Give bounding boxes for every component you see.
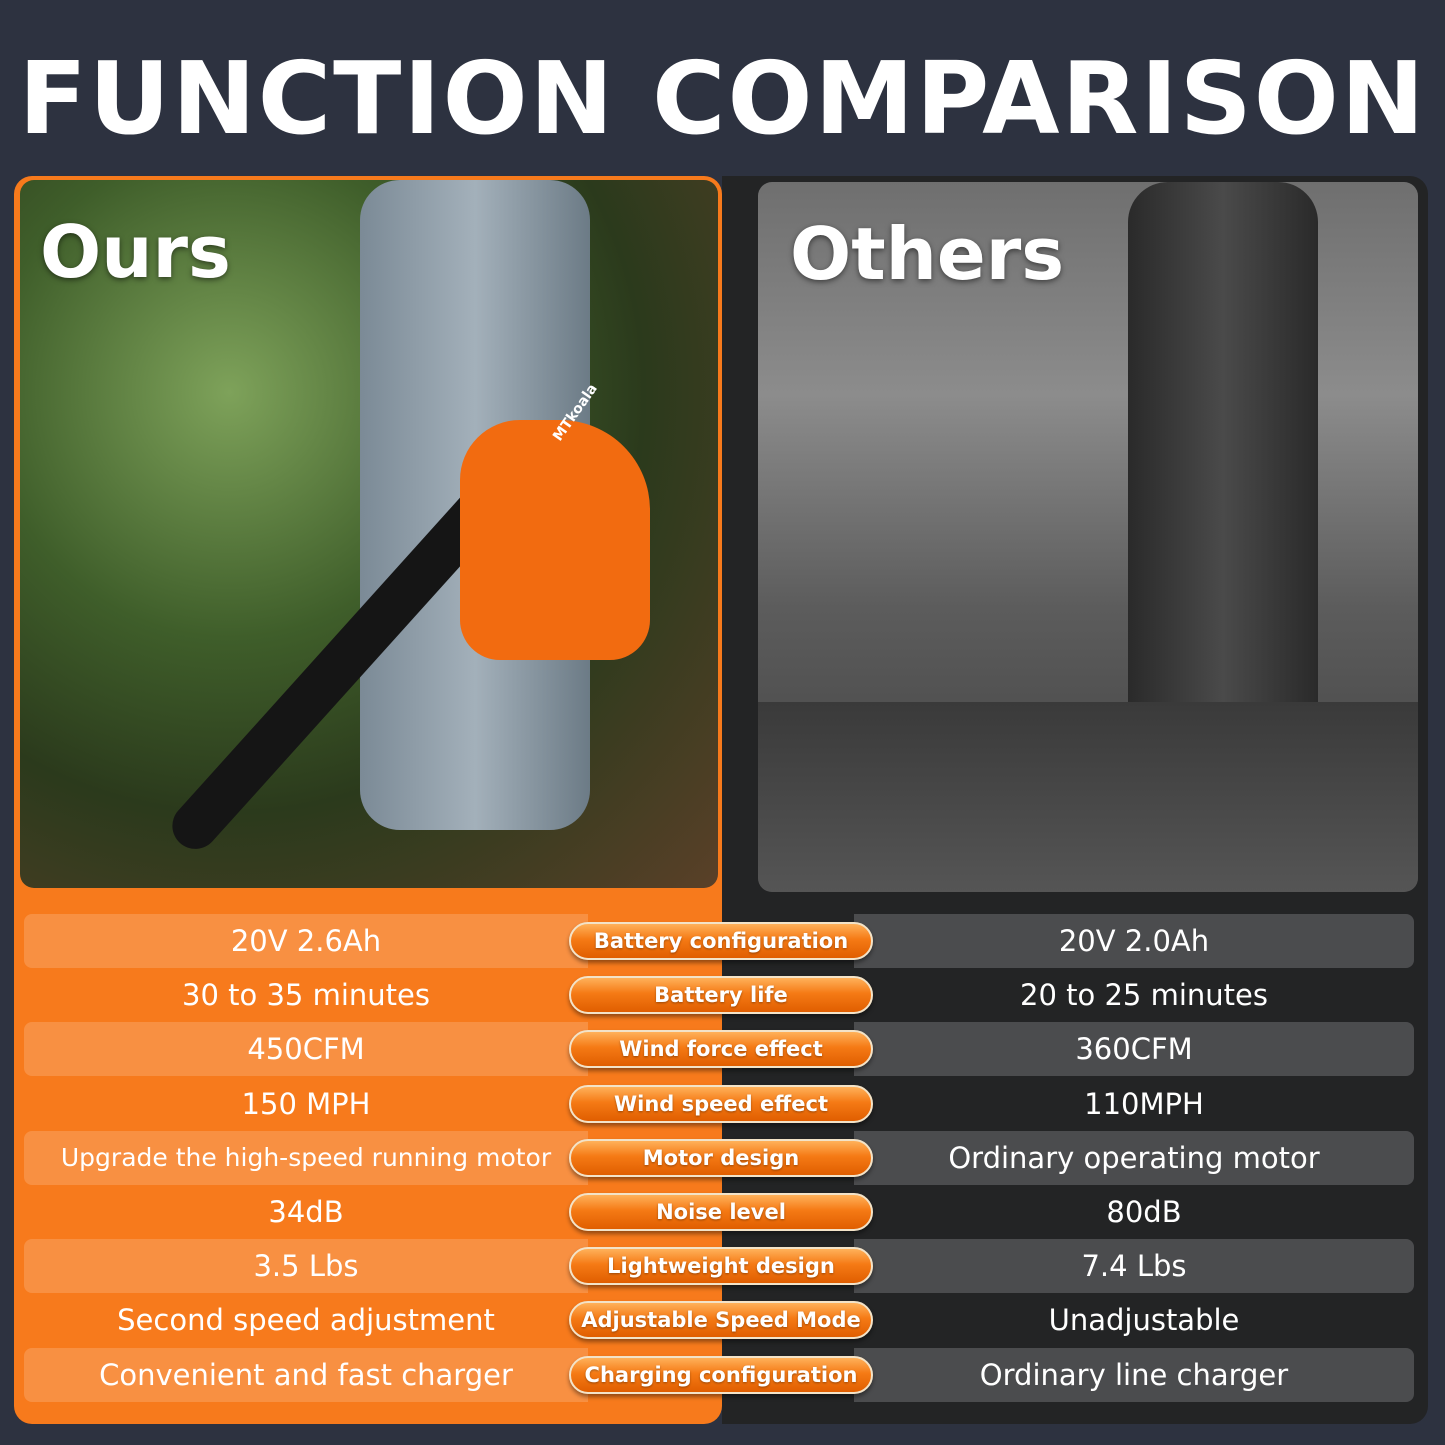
- ours-value: 34dB: [268, 1194, 344, 1229]
- table-row: 34dB 80dB Noise level: [24, 1185, 1414, 1239]
- feature-label: Wind force effect: [569, 1030, 873, 1069]
- table-row: Upgrade the high-speed running motor Ord…: [24, 1130, 1414, 1185]
- page-title: FUNCTION COMPARISON: [18, 40, 1427, 157]
- ours-value: 450CFM: [24, 1022, 588, 1077]
- feature-label: Lightweight design: [569, 1247, 873, 1286]
- ours-value: Convenient and fast charger: [24, 1347, 588, 1402]
- blower-body: [460, 420, 650, 660]
- feature-label: Motor design: [569, 1138, 873, 1177]
- table-row: Second speed adjustment Unadjustable Adj…: [24, 1293, 1414, 1347]
- feature-label: Charging configuration: [569, 1355, 873, 1394]
- comparison-table: 20V 2.6Ah 20V 2.0Ah Battery configuratio…: [24, 914, 1414, 1402]
- others-value: 20 to 25 minutes: [1020, 978, 1268, 1013]
- ours-value: 20V 2.6Ah: [24, 914, 588, 968]
- feature-label: Noise level: [569, 1192, 873, 1231]
- feature-label: Battery life: [569, 976, 873, 1015]
- table-row: 3.5 Lbs 7.4 Lbs Lightweight design: [24, 1239, 1414, 1294]
- table-row: 450CFM 360CFM Wind force effect: [24, 1022, 1414, 1077]
- feature-label: Adjustable Speed Mode: [569, 1301, 873, 1340]
- others-value: 110MPH: [1084, 1086, 1204, 1121]
- ours-value: Upgrade the high-speed running motor: [24, 1130, 588, 1185]
- ours-value: 30 to 35 minutes: [182, 978, 430, 1013]
- others-label: Others: [790, 212, 1065, 296]
- others-value: 7.4 Lbs: [854, 1239, 1414, 1294]
- table-row: Convenient and fast charger Ordinary lin…: [24, 1347, 1414, 1402]
- ours-value: 150 MPH: [241, 1086, 371, 1121]
- ours-product-photo: MTkoala Ours: [20, 180, 718, 888]
- feature-label: Battery configuration: [569, 922, 873, 960]
- others-value: 360CFM: [854, 1022, 1414, 1077]
- leaves-ground: [758, 702, 1418, 892]
- others-product-photo: Others: [758, 182, 1418, 892]
- others-value: 20V 2.0Ah: [854, 914, 1414, 968]
- table-row: 150 MPH 110MPH Wind speed effect: [24, 1077, 1414, 1131]
- table-row: 20V 2.6Ah 20V 2.0Ah Battery configuratio…: [24, 914, 1414, 968]
- others-value: Ordinary operating motor: [854, 1130, 1414, 1185]
- others-value: Ordinary line charger: [854, 1347, 1414, 1402]
- others-value: Unadjustable: [1048, 1303, 1240, 1338]
- ours-value: 3.5 Lbs: [24, 1239, 588, 1294]
- feature-label: Wind speed effect: [569, 1084, 873, 1123]
- ours-label: Ours: [40, 210, 231, 294]
- table-row: 30 to 35 minutes 20 to 25 minutes Batter…: [24, 968, 1414, 1022]
- ours-value: Second speed adjustment: [117, 1303, 495, 1338]
- others-value: 80dB: [1106, 1194, 1182, 1229]
